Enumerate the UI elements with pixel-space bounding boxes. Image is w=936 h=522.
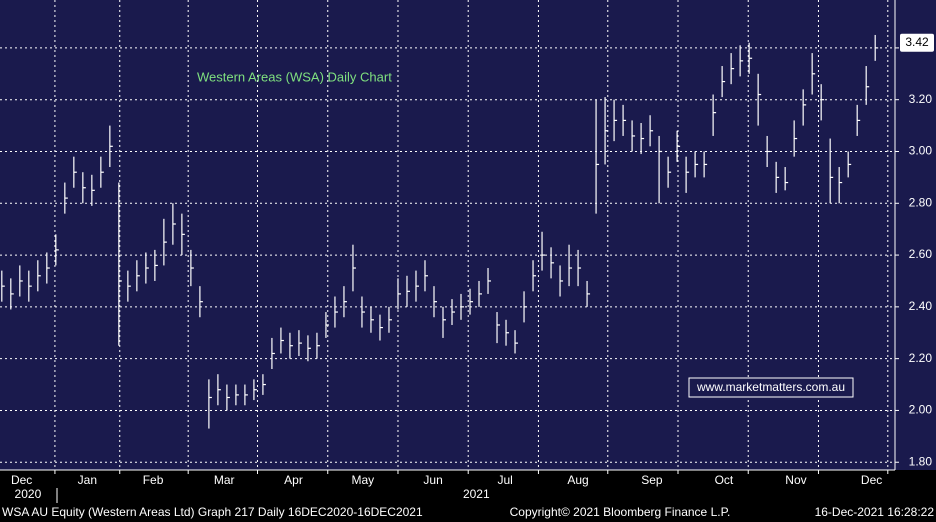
y-tick-label: 2.80 bbox=[909, 195, 933, 209]
footer-left: WSA AU Equity (Western Areas Ltd) Graph … bbox=[2, 505, 423, 519]
footer-right: 16-Dec-2021 16:28:22 bbox=[815, 505, 935, 519]
year-label: 2020 bbox=[15, 487, 42, 501]
watermark-box bbox=[688, 377, 854, 398]
last-price-box bbox=[900, 33, 934, 52]
x-tick-label: Oct bbox=[715, 473, 734, 487]
chart-title: Western Areas (WSA) Daily Chart bbox=[197, 69, 392, 84]
last-price-label: 3.42 bbox=[905, 35, 929, 49]
x-tick-label: Dec bbox=[861, 473, 882, 487]
y-tick-label: 2.40 bbox=[909, 299, 933, 313]
x-tick-label: Aug bbox=[567, 473, 588, 487]
y-tick-label: 2.00 bbox=[909, 403, 933, 417]
watermark: www.marketmatters.com.au bbox=[696, 380, 845, 394]
x-tick-label: Sep bbox=[641, 473, 663, 487]
y-tick-label: 2.60 bbox=[909, 247, 933, 261]
x-tick-label: Jan bbox=[78, 473, 97, 487]
axis-background bbox=[895, 0, 936, 470]
x-tick-label: Mar bbox=[214, 473, 235, 487]
x-tick-label: Jul bbox=[497, 473, 512, 487]
x-tick-label: Jun bbox=[423, 473, 442, 487]
y-tick-label: 3.20 bbox=[909, 92, 933, 106]
labels: 1.802.002.202.402.602.803.003.203.40DecJ… bbox=[11, 33, 934, 501]
x-tick-label: Feb bbox=[143, 473, 164, 487]
x-tick-label: Dec bbox=[11, 473, 32, 487]
y-tick-label: 3.00 bbox=[909, 144, 933, 158]
y-tick-label: 1.80 bbox=[909, 454, 933, 468]
year-label: 2021 bbox=[463, 487, 490, 501]
bars bbox=[1, 34, 879, 429]
footer-center: Copyright© 2021 Bloomberg Finance L.P. bbox=[510, 505, 731, 519]
footer-band bbox=[0, 505, 936, 522]
y-tick-label: 2.20 bbox=[909, 351, 933, 365]
x-tick-label: May bbox=[352, 473, 375, 487]
x-tick-label: Apr bbox=[284, 473, 303, 487]
x-tick-label: Nov bbox=[785, 473, 806, 487]
